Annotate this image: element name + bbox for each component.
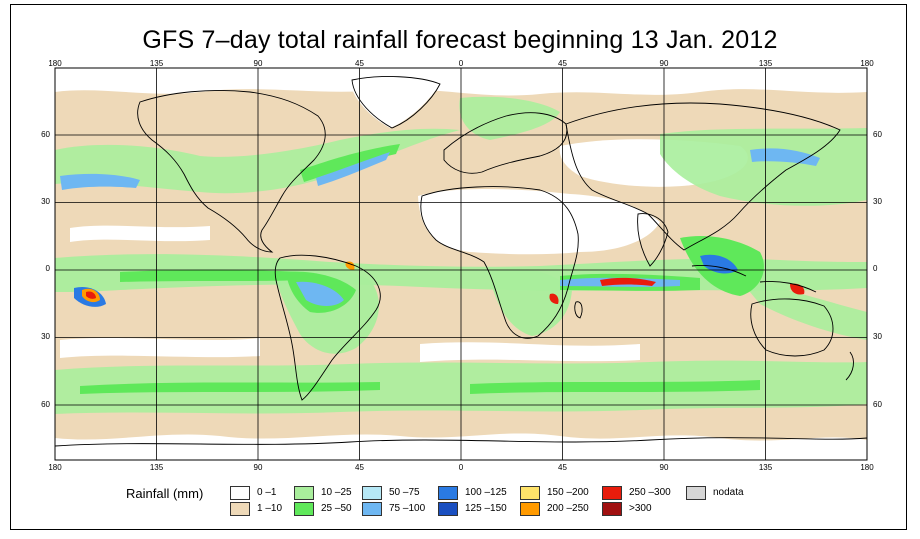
southern-core xyxy=(80,382,380,394)
lat-label-right-0: 0 xyxy=(873,264,878,273)
lon-label-top-7: 135 xyxy=(759,59,773,68)
pacific-red-core xyxy=(86,291,96,299)
subtropic-south-white-2 xyxy=(420,342,640,362)
legend-item-label: 50 –75 xyxy=(389,487,420,498)
amazon-mouth-red xyxy=(345,261,355,270)
legend-swatch xyxy=(294,502,314,516)
legend-swatch xyxy=(438,486,458,500)
lon-label-bottom-3: 45 xyxy=(355,463,364,472)
indonesia-outline xyxy=(691,265,817,293)
lat-label-left-60s: 60 xyxy=(41,400,50,409)
sahara-white xyxy=(418,189,660,255)
lon-label-top-6: 90 xyxy=(660,59,669,68)
lon-label-top-2: 90 xyxy=(254,59,263,68)
greenland-white xyxy=(350,76,440,128)
legend-item-label: 250 –300 xyxy=(629,487,671,498)
legend-item-label: >300 xyxy=(629,503,652,514)
legend-swatch xyxy=(686,486,706,500)
legend-item-label: 75 –100 xyxy=(389,503,426,514)
europe-outline xyxy=(443,112,568,174)
southern-core-2 xyxy=(470,380,760,394)
legend-item-label: 1 –10 xyxy=(257,503,283,514)
lon-label-top-5: 45 xyxy=(558,59,567,68)
legend-item-label: 100 –125 xyxy=(465,487,507,498)
north-america-outline xyxy=(137,90,326,253)
atlantic-core xyxy=(300,144,400,182)
lon-label-top-4: 0 xyxy=(459,59,464,68)
pacific-north-white xyxy=(70,225,210,242)
south-america-outline xyxy=(274,254,381,401)
mozambique-red xyxy=(549,293,559,304)
new-zealand-outline xyxy=(845,351,854,381)
atlantic-blue-jet xyxy=(316,152,390,186)
map-border xyxy=(54,67,868,461)
lat-label-right-30s: 30 xyxy=(873,332,882,341)
africa-outline xyxy=(420,186,579,339)
lon-label-top-8: 180 xyxy=(860,59,874,68)
lat-label-left-30n: 30 xyxy=(41,197,50,206)
map-title: GFS 7–day total rainfall forecast beginn… xyxy=(142,26,778,54)
legend-item-label: 10 –25 xyxy=(321,487,352,498)
legend-swatch xyxy=(230,486,250,500)
lat-label-left-30s: 30 xyxy=(41,332,50,341)
legend-swatch xyxy=(520,502,540,516)
lat-label-left-0: 0 xyxy=(46,264,51,273)
legend-item-label: 200 –250 xyxy=(547,503,589,514)
lon-label-top-0: 180 xyxy=(48,59,62,68)
lat-label-left-60n: 60 xyxy=(41,130,50,139)
antarctica-outline xyxy=(55,437,867,447)
figure-frame xyxy=(10,4,907,530)
legend-swatch xyxy=(362,486,382,500)
lon-label-bottom-1: 135 xyxy=(150,463,164,472)
graticule xyxy=(55,68,867,460)
north-pacific-band xyxy=(660,128,867,206)
lon-label-bottom-5: 45 xyxy=(558,463,567,472)
legend-item-label: 125 –150 xyxy=(465,503,507,514)
europe-band xyxy=(459,96,560,140)
pacific-blue-jet xyxy=(60,173,140,190)
tick-labels: 180 135 90 45 0 45 90 135 180 180 135 90… xyxy=(41,59,882,472)
legend-item-label: 25 –50 xyxy=(321,503,352,514)
legend-swatch xyxy=(362,502,382,516)
legend-item-label: 150 –200 xyxy=(547,487,589,498)
africa-south-green xyxy=(488,268,572,336)
lat-label-right-60s: 60 xyxy=(873,400,882,409)
legend-item-label: nodata xyxy=(713,487,744,498)
australia-outline xyxy=(750,298,834,357)
lat-label-right-60n: 60 xyxy=(873,130,882,139)
east-asia-blue xyxy=(750,148,820,166)
lon-label-bottom-0: 180 xyxy=(48,463,62,472)
lon-label-bottom-8: 180 xyxy=(860,463,874,472)
legend-swatch xyxy=(230,502,250,516)
lon-label-bottom-4: 0 xyxy=(459,463,464,472)
madagascar-outline xyxy=(574,301,583,319)
india-outline xyxy=(637,213,669,267)
itcz-core xyxy=(120,269,300,282)
lon-label-bottom-7: 135 xyxy=(759,463,773,472)
amazon-blue xyxy=(296,281,344,306)
legend-title: Rainfall (mm) xyxy=(126,486,204,501)
lon-label-bottom-6: 90 xyxy=(660,463,669,472)
legend-swatch xyxy=(602,486,622,500)
legend-item-label: 0 –1 xyxy=(257,487,277,498)
subtropic-south-white xyxy=(60,338,260,358)
lon-label-bottom-2: 90 xyxy=(254,463,263,472)
south-pacific-convergence xyxy=(740,280,867,340)
greenland-outline xyxy=(351,76,441,129)
lat-label-right-30n: 30 xyxy=(873,197,882,206)
legend-swatch xyxy=(520,486,540,500)
legend-swatch xyxy=(294,486,314,500)
indian-ocean-red xyxy=(600,277,656,286)
lon-label-top-1: 135 xyxy=(150,59,164,68)
legend-swatch xyxy=(602,502,622,516)
legend-swatch xyxy=(438,502,458,516)
coastlines xyxy=(55,76,867,447)
asia-outline xyxy=(565,102,841,251)
lon-label-top-3: 45 xyxy=(355,59,364,68)
